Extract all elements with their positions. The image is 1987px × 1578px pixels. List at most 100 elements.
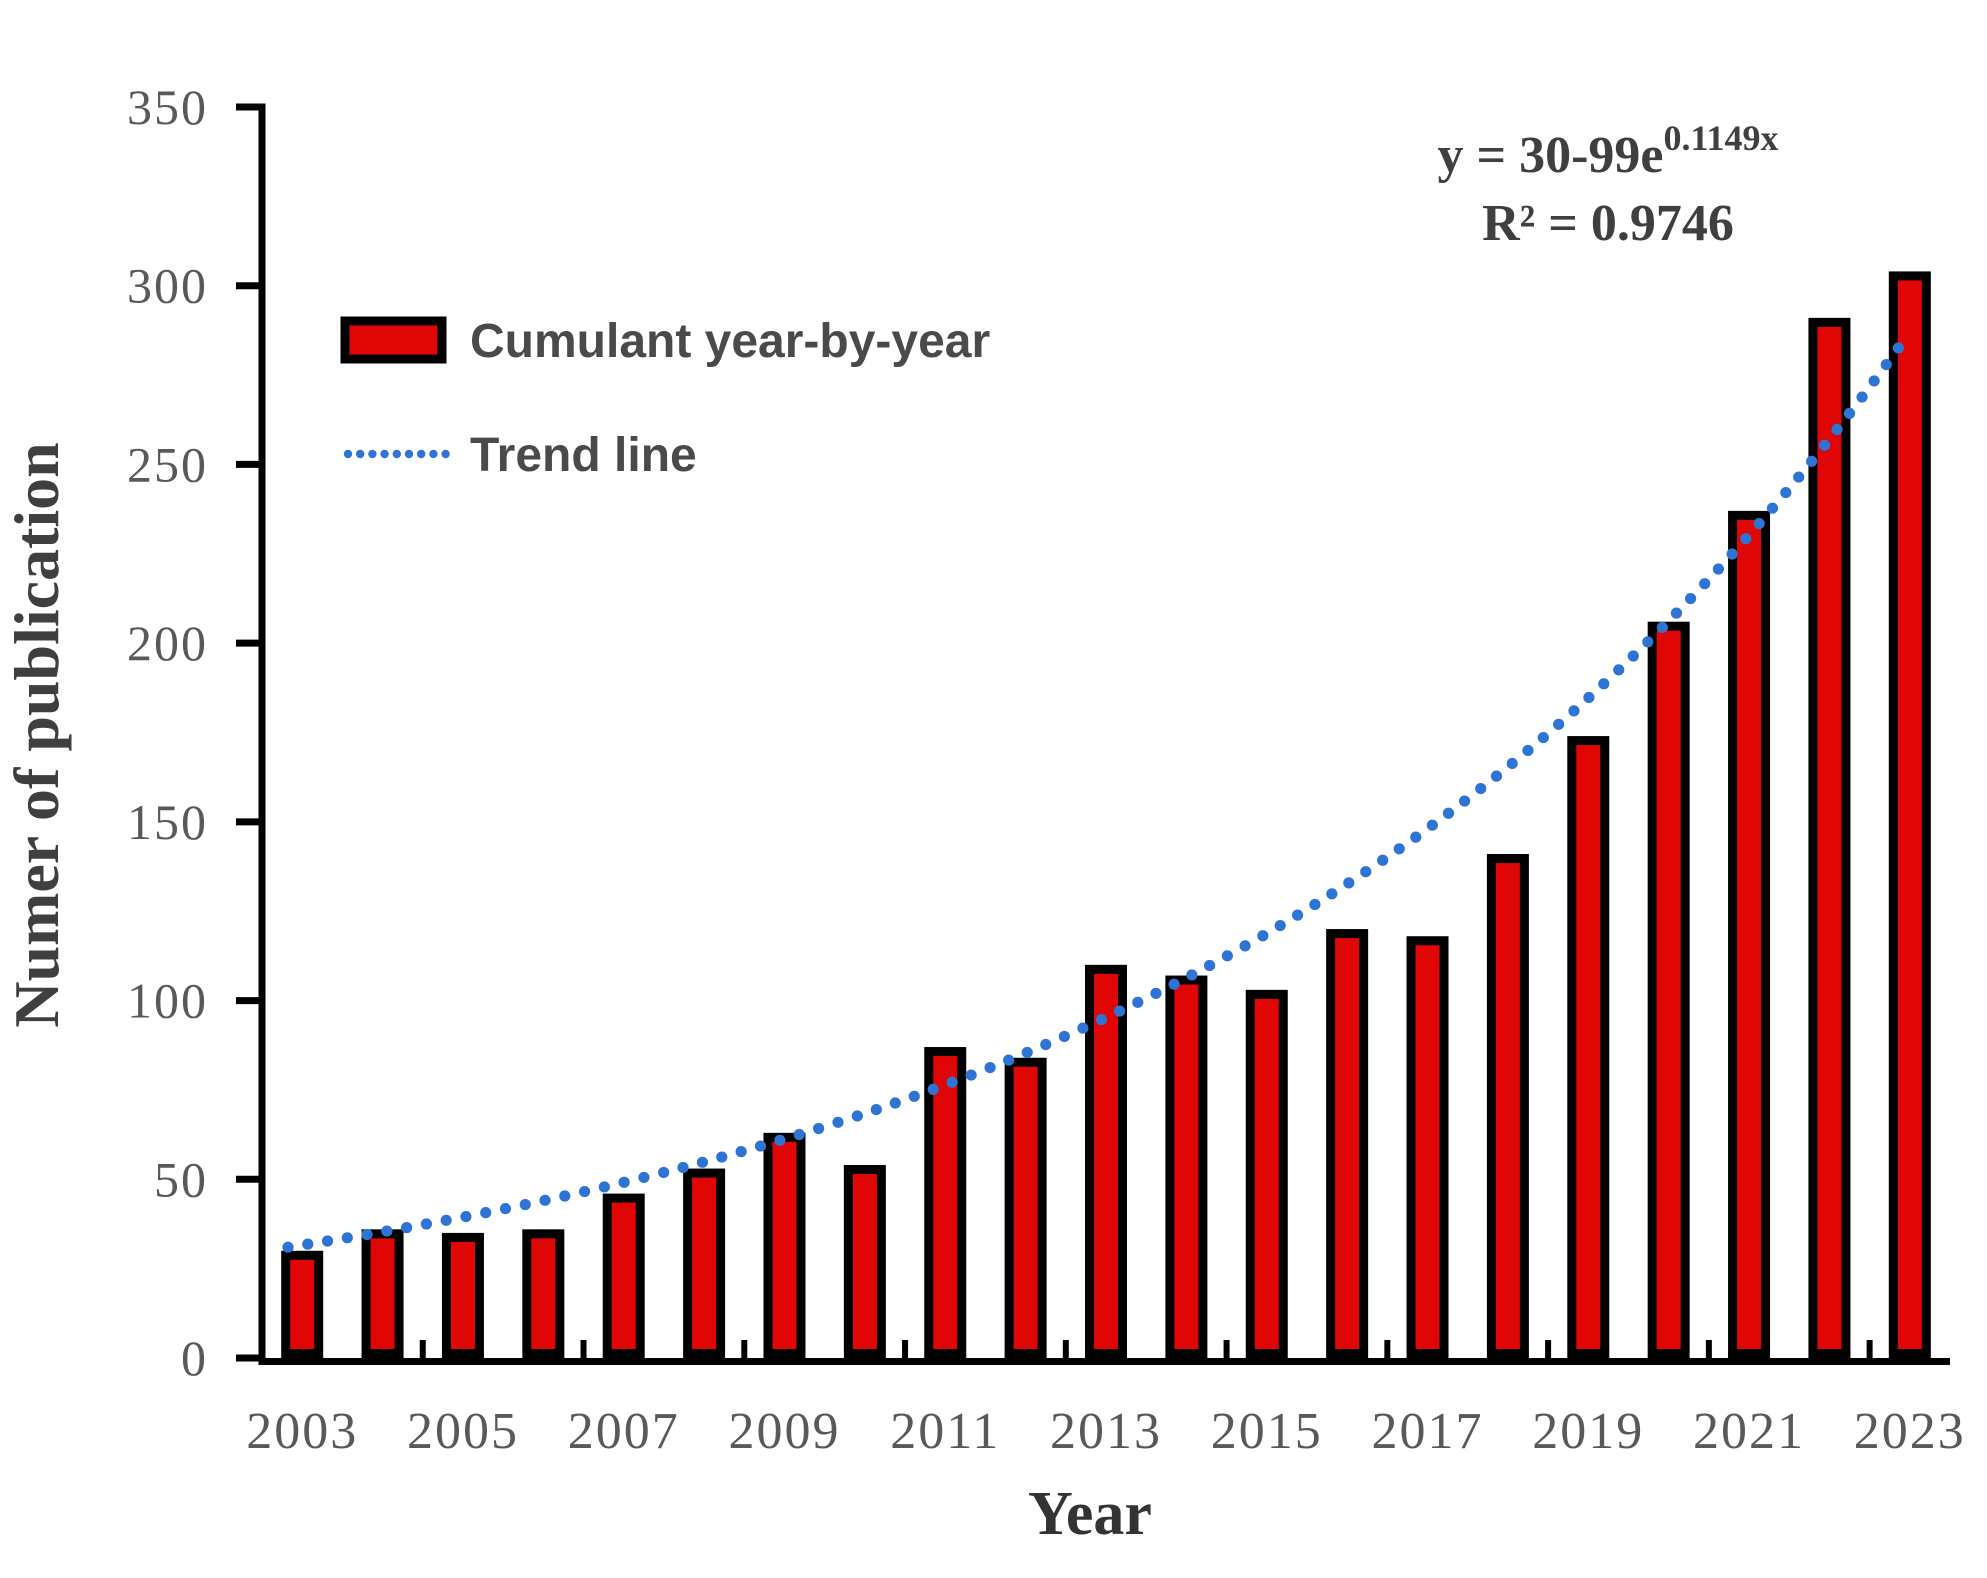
trend-dot [1670, 607, 1683, 619]
x-tick-label: 2015 [1211, 1403, 1323, 1460]
trend-dot [1426, 819, 1438, 831]
trend-dot [282, 1241, 294, 1253]
trend-dot [1095, 1014, 1108, 1026]
trend-dot [1186, 969, 1198, 981]
trend-dot [1537, 731, 1549, 744]
trend-dot [1360, 866, 1372, 878]
legend-trend-dot [429, 449, 438, 459]
x-tick-label: 2003 [246, 1403, 358, 1460]
trend-dot [1326, 888, 1338, 900]
trend-dot [927, 1083, 939, 1096]
trend-dot [1806, 455, 1818, 467]
trend-dot [754, 1140, 767, 1152]
trend-dot [870, 1103, 882, 1116]
legend-bar-label: Cumulant year-by-year [470, 315, 990, 368]
trend-dot [1132, 996, 1144, 1008]
trend-dot [1150, 987, 1162, 999]
bar-2006 [522, 1229, 565, 1358]
y-tick-label: 200 [127, 615, 208, 671]
trend-dot [851, 1110, 863, 1122]
trend-dot [984, 1061, 996, 1074]
trend-dot [598, 1181, 610, 1193]
trend-dot [1291, 909, 1304, 921]
trend-dot [559, 1190, 571, 1202]
trend-dot [1309, 898, 1321, 911]
x-tick-label: 2021 [1693, 1403, 1805, 1460]
legend-trend-dot [356, 449, 365, 459]
trend-dot [618, 1176, 630, 1188]
bar-2019 [1567, 736, 1610, 1358]
legend-trend-dot [368, 449, 377, 459]
bar-2010 [843, 1164, 886, 1358]
trend-dot [1868, 375, 1880, 387]
trend-dot [460, 1210, 472, 1223]
trend-dot [1442, 807, 1455, 819]
bar-2009 [763, 1132, 806, 1358]
trend-dot [420, 1218, 433, 1230]
trend-dot [1880, 358, 1892, 371]
x-tick-label: 2007 [568, 1403, 680, 1460]
trend-dot [1522, 744, 1534, 757]
x-tick-label: 2005 [407, 1403, 519, 1460]
trend-dot [1892, 342, 1904, 354]
x-tick-label: 2011 [890, 1403, 1000, 1460]
bar-2020 [1647, 621, 1690, 1358]
trend-dot [908, 1090, 920, 1102]
trend-dot [1598, 678, 1610, 690]
trend-dot [1818, 439, 1831, 451]
bar-2007 [602, 1193, 645, 1359]
trend-equation-exponent: 0.1149x [1664, 118, 1779, 158]
trend-dot [1656, 621, 1668, 634]
trend-dot [1168, 978, 1180, 990]
x-tick-label: 2023 [1854, 1403, 1966, 1460]
trend-dot [793, 1128, 805, 1141]
bar-2014 [1165, 975, 1208, 1359]
bar-2004 [361, 1229, 404, 1358]
trend-dot [735, 1146, 747, 1158]
trend-dot [1506, 757, 1518, 770]
y-tick-label: 0 [181, 1330, 208, 1386]
legend-trend-dot [441, 449, 450, 459]
bar-2005 [441, 1232, 484, 1359]
trend-dot [1393, 843, 1405, 855]
trend-dot [1553, 718, 1565, 730]
trend-equation: y = 30-99e0.1149x [1437, 118, 1778, 184]
trend-dot [499, 1203, 512, 1215]
legend-trend-dot [417, 449, 426, 459]
trend-dot [1684, 592, 1697, 605]
trend-dot [1410, 831, 1422, 843]
x-tick-label: 2017 [1372, 1403, 1484, 1460]
y-tick-label: 50 [154, 1151, 208, 1207]
trend-dot [1221, 950, 1233, 962]
trend-dot [1726, 548, 1738, 560]
legend-trend-dot [380, 449, 389, 459]
legend-trend-dot [404, 449, 414, 459]
bar-2017 [1406, 936, 1449, 1359]
trend-dot [1377, 854, 1389, 866]
trend-dot [381, 1225, 393, 1237]
y-axis-title: Numer of publication [1, 442, 72, 1028]
trend-dot [1077, 1022, 1089, 1034]
trend-dot [1058, 1030, 1070, 1043]
y-tick-label: 250 [127, 436, 208, 492]
trend-dot [1843, 407, 1856, 420]
y-tick-label: 100 [127, 973, 208, 1029]
bar-2013 [1085, 964, 1127, 1358]
trend-dot [1239, 940, 1251, 952]
y-tick-label: 300 [127, 258, 208, 314]
trend-dot [716, 1151, 728, 1163]
trend-dot [1568, 705, 1580, 717]
trend-dot [578, 1185, 591, 1198]
y-tick-label: 350 [127, 79, 208, 135]
bar-2022 [1808, 317, 1851, 1359]
trend-dot [1475, 782, 1487, 795]
trend-dot [965, 1069, 977, 1081]
trend-dot [1780, 486, 1792, 499]
trend-dot [1003, 1054, 1015, 1066]
legend: Cumulant year-by-year Trend line [340, 315, 990, 482]
trend-dot [1856, 391, 1868, 403]
bar-2018 [1486, 854, 1529, 1358]
trend-dot [401, 1222, 413, 1234]
trend-dot [1274, 919, 1286, 932]
